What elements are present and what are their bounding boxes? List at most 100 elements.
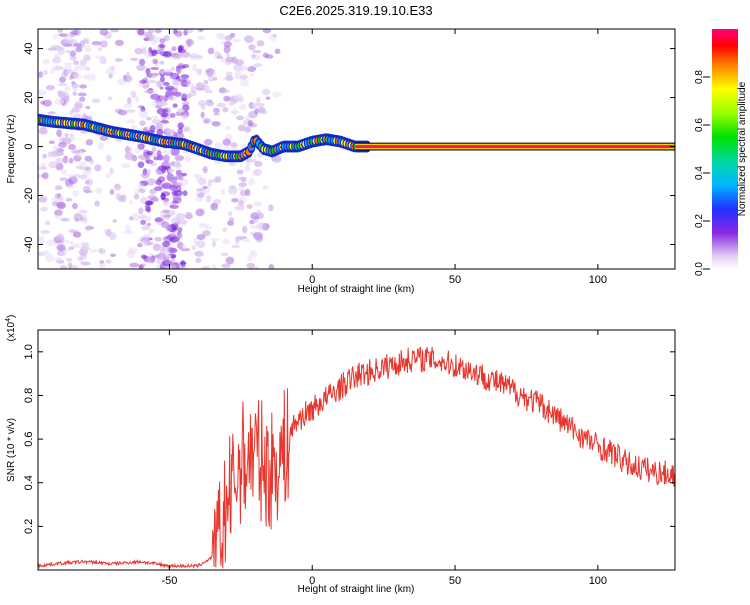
- heatmap-cell: [151, 115, 159, 120]
- heatmap-cell: [65, 95, 70, 103]
- heatmap-cell: [74, 100, 83, 108]
- heatmap-cell: [203, 119, 209, 124]
- heatmap-cell: [239, 203, 245, 211]
- heatmap-cell: [262, 29, 272, 34]
- heatmap-cell: [253, 54, 261, 60]
- heatmap-cell: [169, 236, 180, 243]
- heatmap-cell: [183, 126, 191, 132]
- heatmap-cell: [139, 79, 147, 84]
- heatmap-cell: [172, 55, 182, 60]
- heatmap-cell: [184, 155, 192, 163]
- heatmap-cell: [66, 185, 75, 189]
- heatmap-cell: [157, 176, 166, 183]
- heatmap-cell: [216, 55, 224, 60]
- heatmap-cell: [228, 162, 236, 167]
- heatmap-cell: [68, 246, 75, 251]
- snr-y-tick-label: 0.6: [23, 431, 35, 446]
- heatmap-cell: [247, 119, 254, 127]
- heatmap-cell: [163, 35, 170, 42]
- heatmap-cell: [231, 198, 239, 203]
- heatmap-cell: [228, 185, 237, 190]
- heatmap-cell: [195, 208, 205, 217]
- heatmap-cell: [79, 96, 86, 102]
- heatmap-cell: [67, 173, 75, 178]
- heatmap-cell: [84, 155, 93, 162]
- heatmap-cell: [57, 29, 64, 33]
- heatmap-cell: [80, 261, 91, 266]
- heatmap-cell: [85, 105, 91, 110]
- heatmap-cell: [175, 155, 185, 161]
- heatmap-cell: [197, 29, 203, 33]
- heatmap-cell: [95, 187, 103, 194]
- heatmap-cell: [105, 154, 112, 162]
- heatmap-cell: [71, 149, 81, 154]
- heatmap-cell: [223, 76, 228, 81]
- heatmap-cell: [151, 36, 162, 43]
- heatmap-cell: [177, 122, 184, 129]
- heatmap-cell: [80, 242, 90, 247]
- heatmap-cell: [222, 107, 229, 113]
- heatmap-cell: [159, 210, 165, 217]
- heatmap-cell: [253, 201, 263, 207]
- heatmap-cell: [159, 60, 165, 65]
- heatmap-cell: [223, 95, 231, 102]
- heatmap-cell: [129, 262, 140, 268]
- heatmap-cell: [227, 187, 238, 195]
- heatmap-cell: [130, 90, 137, 99]
- heatmap-cell: [240, 178, 247, 183]
- heatmap-cell: [152, 243, 161, 252]
- heatmap-cell: [244, 126, 252, 133]
- heatmap-cell: [117, 109, 128, 116]
- heatmap-cell: [244, 115, 251, 120]
- heatmap-cell: [180, 74, 190, 79]
- heatmap-cell: [82, 74, 89, 80]
- spectrogram-x-tick-label: 0: [309, 274, 315, 286]
- heatmap-cell: [241, 225, 248, 234]
- heatmap-cell: [84, 44, 92, 53]
- heatmap-cell: [150, 93, 161, 100]
- heatmap-cell: [69, 133, 74, 138]
- snr-y-tick-label: 0.2: [23, 519, 35, 534]
- snr-y-scale: (x104): [5, 315, 17, 342]
- heatmap-cell: [134, 188, 139, 196]
- heatmap-cell: [234, 235, 243, 242]
- heatmap-cell: [103, 229, 108, 233]
- heatmap-cell: [55, 157, 65, 165]
- heatmap-cell: [62, 155, 69, 164]
- heatmap-cell: [77, 92, 87, 97]
- heatmap-cell: [162, 81, 170, 86]
- heatmap-cell: [161, 120, 170, 124]
- heatmap-cell: [196, 233, 206, 241]
- heatmap-cell: [262, 184, 269, 190]
- heatmap-cell: [221, 40, 226, 44]
- spectrogram-y-tick-label: 40: [23, 42, 35, 54]
- heatmap-cell: [57, 90, 63, 97]
- heatmap-cell: [54, 98, 65, 106]
- heatmap-cell: [121, 163, 131, 169]
- heatmap-cell: [40, 129, 49, 135]
- heatmap-cell: [150, 197, 159, 202]
- heatmap-cell: [60, 217, 69, 222]
- heatmap-cell: [97, 47, 102, 52]
- heatmap-cell: [160, 193, 166, 201]
- heatmap-cell: [69, 240, 75, 245]
- heatmap-cell: [158, 44, 166, 48]
- heatmap-cell: [53, 65, 64, 71]
- heatmap-cell: [262, 109, 268, 115]
- colorbar-tick-label: 0.4: [694, 166, 705, 180]
- heatmap-cell: [195, 87, 205, 91]
- heatmap-cell: [126, 109, 136, 113]
- heatmap-cell: [61, 39, 68, 46]
- heatmap-cell: [42, 153, 48, 159]
- heatmap-cell: [61, 168, 67, 176]
- heatmap-cell: [50, 44, 61, 49]
- snr-y-label: SNR (10 * v/v): [6, 418, 17, 482]
- heatmap-cell: [192, 63, 197, 72]
- snr-y-scale-exponent: 4: [5, 318, 12, 322]
- heatmap-cell: [66, 257, 73, 263]
- heatmap-cell: [161, 165, 167, 174]
- heatmap-cell: [181, 93, 188, 102]
- snr-frame: [37, 329, 676, 571]
- colorbar-tick-label: 0.2: [694, 214, 705, 228]
